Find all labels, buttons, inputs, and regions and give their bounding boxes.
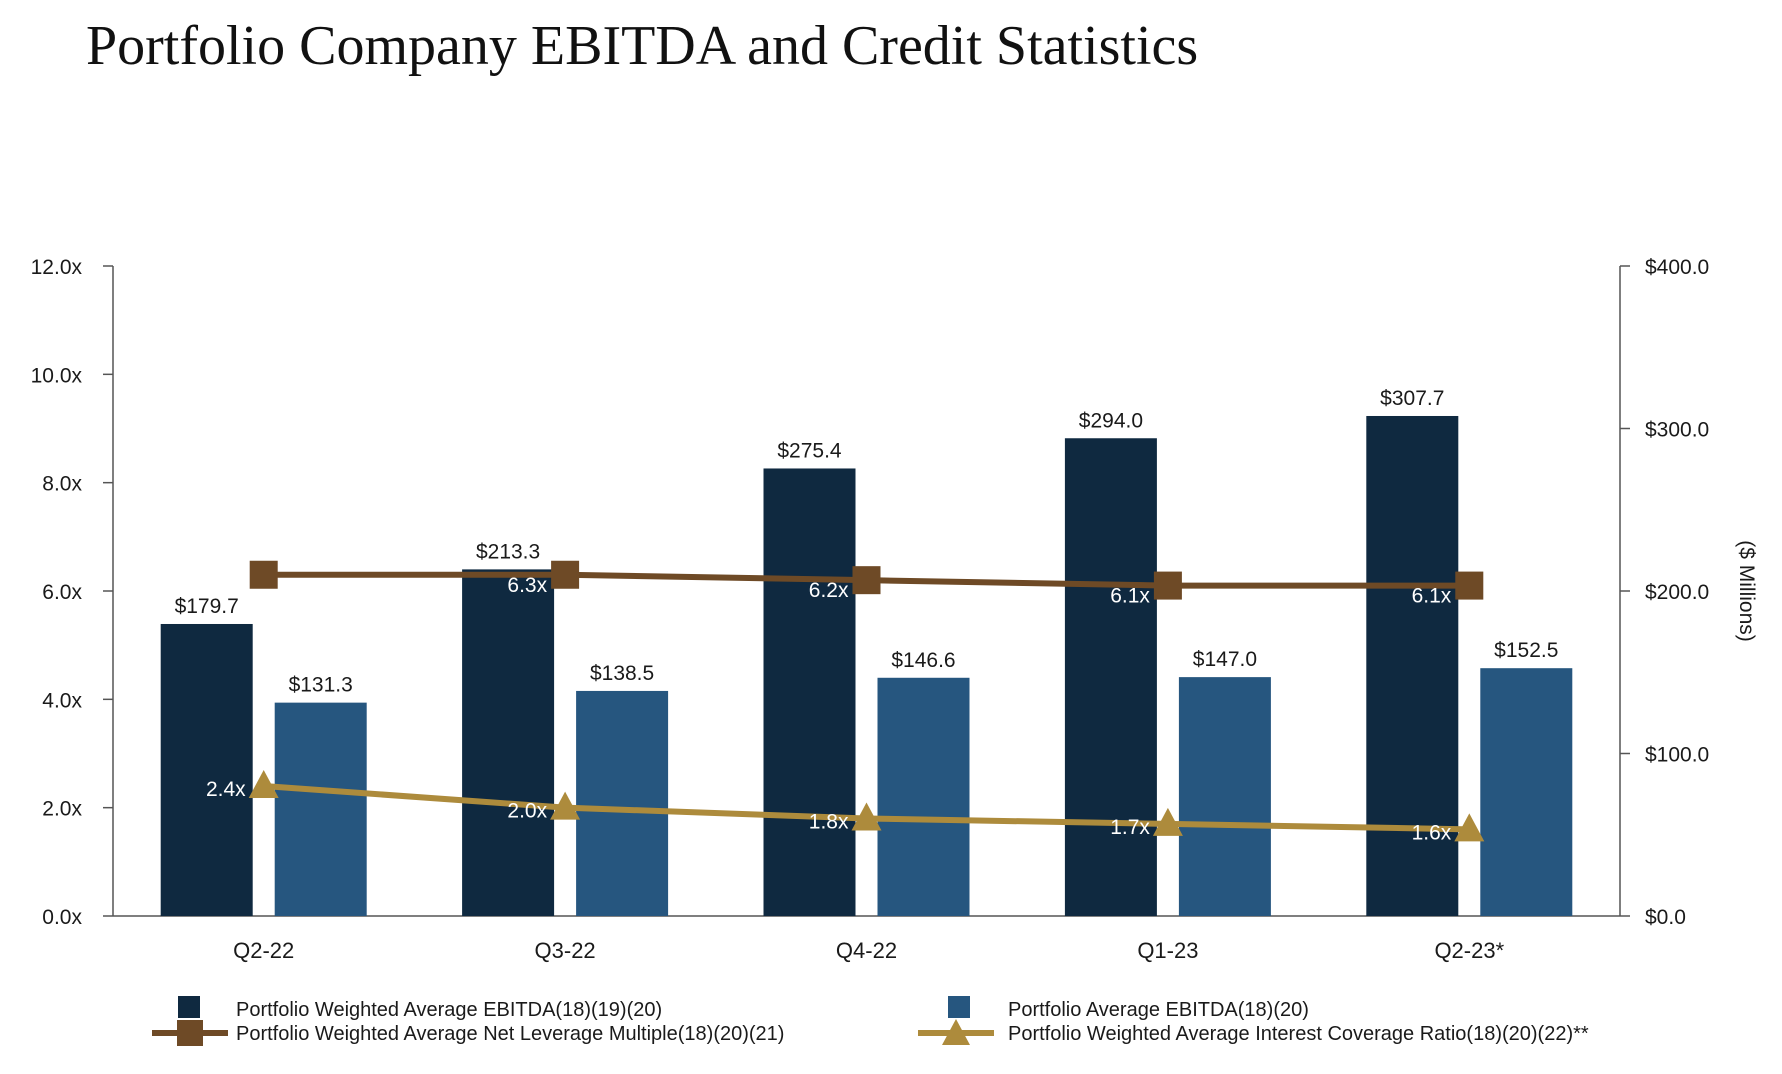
bar-average-ebitda xyxy=(1480,668,1573,916)
bar-data-label: $138.5 xyxy=(590,662,654,685)
bar-data-label: $307.7 xyxy=(1380,387,1444,410)
right-axis-tick-label: $200.0 xyxy=(1645,581,1709,604)
bar-average-ebitda xyxy=(576,690,669,916)
line-data-label: 1.7x xyxy=(1110,816,1150,839)
bar-weighted-ebitda xyxy=(763,468,856,916)
x-axis-category-label: Q3-22 xyxy=(535,938,596,963)
net-leverage-marker xyxy=(852,566,881,595)
chart-labels: $179.7 $213.3 $275.4 $294.0 $307.7 $131.3 $138… xyxy=(175,387,1559,844)
legend-swatch-bar xyxy=(178,996,200,1018)
legend-entry-label: Portfolio Weighted Average EBITDA(18)(19… xyxy=(236,999,662,1021)
right-axis-tick-label: $400.0 xyxy=(1645,256,1709,279)
page-title: Portfolio Company EBITDA and Credit Stat… xyxy=(86,15,1199,77)
bar-weighted-ebitda xyxy=(1366,415,1459,916)
x-axis-category-label: Q2-22 xyxy=(233,938,294,963)
legend-swatch-bar xyxy=(948,996,970,1018)
bar-data-label: $152.5 xyxy=(1494,639,1558,662)
interest-coverage-marker xyxy=(248,770,279,798)
net-leverage-marker xyxy=(551,560,580,589)
bar-data-label: $213.3 xyxy=(476,540,540,563)
right-axis-tick-label: $100.0 xyxy=(1645,744,1709,767)
line-data-label: 6.1x xyxy=(1110,585,1150,608)
bar-average-ebitda xyxy=(274,702,367,916)
left-axis-tick-label: 8.0x xyxy=(42,473,82,496)
x-axis-category-label: Q1-23 xyxy=(1137,938,1198,963)
interest-coverage-marker xyxy=(1454,813,1485,842)
interest-coverage-marker xyxy=(1152,807,1183,836)
net-leverage-marker xyxy=(1153,571,1182,600)
line-data-label: 2.4x xyxy=(206,778,246,801)
bar-weighted-ebitda xyxy=(1064,438,1157,916)
legend-marker-square xyxy=(177,1020,203,1046)
right-axis-tick-label: $0.0 xyxy=(1645,906,1686,929)
bar-weighted-ebitda xyxy=(462,569,555,916)
line-data-label: 6.1x xyxy=(1412,585,1452,608)
left-axis-tick-label: 12.0x xyxy=(31,256,83,279)
line-data-label: 6.2x xyxy=(809,579,849,602)
left-axis-tick-label: 6.0x xyxy=(42,581,82,604)
bar-data-label: $146.6 xyxy=(891,649,955,672)
bar-data-label: $294.0 xyxy=(1079,409,1143,432)
bar-data-label: $147.0 xyxy=(1193,648,1257,671)
legend-entry-label: Portfolio Average EBITDA(18)(20) xyxy=(1008,999,1309,1021)
left-axis-tick-label: 2.0x xyxy=(42,798,82,821)
net-leverage-marker xyxy=(1455,571,1484,600)
line-data-label: 1.6x xyxy=(1412,821,1452,844)
left-axis-tick-label: 10.0x xyxy=(31,364,83,387)
bar-data-label: $275.4 xyxy=(777,439,842,462)
chart-bars xyxy=(160,415,1573,916)
bar-average-ebitda xyxy=(1178,677,1271,916)
right-axis-title: ($ Millions) xyxy=(1735,540,1758,642)
legend-entry-label: Portfolio Weighted Average Interest Cove… xyxy=(1008,1023,1589,1045)
chart-lines xyxy=(248,560,1485,842)
line-data-label: 1.8x xyxy=(809,811,849,834)
bar-data-label: $179.7 xyxy=(175,595,239,618)
line-data-label: 2.0x xyxy=(507,800,547,823)
x-axis-category-label: Q2-23* xyxy=(1434,938,1504,963)
bar-data-label: $131.3 xyxy=(289,674,353,697)
left-axis-tick-label: 0.0x xyxy=(42,906,82,929)
bar-average-ebitda xyxy=(877,677,970,916)
interest-coverage-marker xyxy=(851,802,882,831)
left-axis-tick-label: 4.0x xyxy=(42,689,82,712)
bar-weighted-ebitda xyxy=(160,623,253,916)
line-data-label: 6.3x xyxy=(507,574,547,597)
chart-legend: Portfolio Weighted Average EBITDA(18)(19… xyxy=(152,996,1589,1046)
legend-marker-triangle xyxy=(942,1019,970,1045)
x-axis-category-label: Q4-22 xyxy=(836,938,897,963)
right-axis-tick-label: $300.0 xyxy=(1645,419,1709,442)
legend-entry-label: Portfolio Weighted Average Net Leverage … xyxy=(236,1023,784,1045)
interest-coverage-marker xyxy=(550,791,581,820)
net-leverage-marker xyxy=(249,560,278,589)
